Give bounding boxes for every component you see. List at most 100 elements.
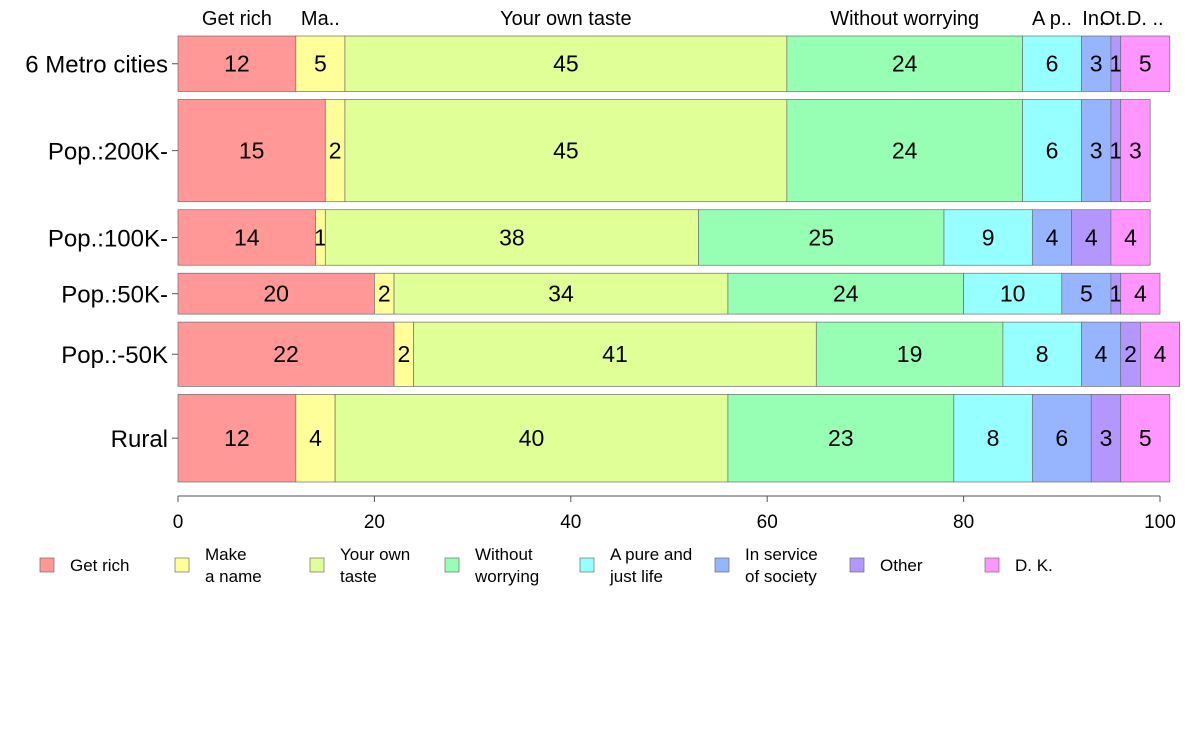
category-label: Rural bbox=[111, 426, 168, 453]
data-label: 6 bbox=[1055, 425, 1068, 451]
x-tick-label: 100 bbox=[1144, 512, 1176, 533]
data-label: 12 bbox=[224, 425, 250, 451]
data-label: 10 bbox=[1000, 281, 1026, 307]
bar-segment bbox=[1022, 35, 1082, 92]
bar-segment bbox=[1002, 321, 1082, 387]
data-label: 4 bbox=[1095, 341, 1108, 367]
legend-swatch bbox=[174, 557, 190, 573]
data-label: 20 bbox=[263, 281, 289, 307]
category-label: Pop.:-50K bbox=[61, 342, 168, 369]
data-label: 4 bbox=[309, 425, 322, 451]
bar-segment bbox=[963, 272, 1063, 315]
data-label: 45 bbox=[553, 138, 579, 164]
data-label: 5 bbox=[1139, 51, 1152, 77]
data-label: 3 bbox=[1100, 425, 1113, 451]
legend-label: D. K. bbox=[1015, 556, 1053, 575]
bar-segment bbox=[295, 35, 346, 92]
legend-swatch bbox=[309, 557, 325, 573]
data-label: 2 bbox=[1124, 341, 1137, 367]
series-top-label: Your own taste bbox=[500, 8, 632, 30]
x-tick-label: 20 bbox=[364, 512, 385, 533]
bar-segment bbox=[1120, 272, 1161, 315]
legend-label: a name bbox=[205, 567, 262, 586]
legend-label: Get rich bbox=[70, 556, 130, 575]
bar-segment bbox=[1031, 209, 1072, 266]
data-label: 23 bbox=[828, 425, 854, 451]
data-label: 3 bbox=[1090, 138, 1103, 164]
data-label: 9 bbox=[982, 224, 995, 250]
data-label: 2 bbox=[397, 341, 410, 367]
bar-segment bbox=[786, 35, 1023, 92]
bar-segment bbox=[727, 272, 964, 315]
bar-segment bbox=[393, 272, 729, 315]
data-label: 1 bbox=[1109, 51, 1122, 77]
data-label: 5 bbox=[314, 51, 327, 77]
bar-segment bbox=[1081, 321, 1122, 387]
bar-segment bbox=[815, 321, 1004, 387]
data-label: 3 bbox=[1090, 51, 1103, 77]
bar-segment bbox=[1110, 209, 1151, 266]
legend-label: Other bbox=[880, 556, 923, 575]
data-label: 4 bbox=[1154, 341, 1167, 367]
data-label: 1 bbox=[1109, 138, 1122, 164]
legend-label: In service bbox=[745, 545, 818, 564]
bar-segment bbox=[334, 394, 729, 483]
legend-label: Your own bbox=[340, 545, 410, 564]
data-label: 15 bbox=[239, 138, 265, 164]
legend-swatch bbox=[714, 557, 730, 573]
data-label: 4 bbox=[1046, 224, 1059, 250]
data-label: 14 bbox=[234, 224, 260, 250]
data-label: 24 bbox=[892, 51, 918, 77]
bar-segment bbox=[698, 209, 945, 266]
data-label: 4 bbox=[1134, 281, 1147, 307]
data-label: 41 bbox=[602, 341, 628, 367]
series-top-label: In.. bbox=[1082, 8, 1110, 30]
bar-segment bbox=[1140, 321, 1180, 387]
data-label: 24 bbox=[833, 281, 859, 307]
data-label: 22 bbox=[273, 341, 299, 367]
legend-label: worrying bbox=[474, 567, 539, 586]
bar-segment bbox=[1071, 209, 1112, 266]
bar-segment bbox=[1120, 394, 1171, 483]
bar-segment bbox=[413, 321, 817, 387]
bar-segment bbox=[727, 394, 955, 483]
bar-segment bbox=[344, 99, 788, 203]
data-label: 45 bbox=[553, 51, 579, 77]
legend-label: Make bbox=[205, 545, 247, 564]
bar-segment bbox=[177, 99, 326, 203]
category-label: Pop.:100K- bbox=[48, 225, 168, 252]
x-tick-label: 60 bbox=[757, 512, 778, 533]
data-label: 2 bbox=[378, 281, 391, 307]
bar-segment bbox=[177, 35, 297, 92]
data-label: 19 bbox=[897, 341, 923, 367]
legend-swatch bbox=[984, 557, 1000, 573]
data-label: 12 bbox=[224, 51, 250, 77]
data-label: 8 bbox=[1036, 341, 1049, 367]
bar-segment bbox=[1022, 99, 1082, 203]
legend-swatch bbox=[849, 557, 865, 573]
data-label: 6 bbox=[1046, 138, 1059, 164]
series-top-label: Ma.. bbox=[301, 8, 340, 30]
bar-segment bbox=[1081, 35, 1112, 92]
bar-segment bbox=[324, 209, 699, 266]
legend-label: A pure and bbox=[610, 545, 692, 564]
bar-segment bbox=[953, 394, 1033, 483]
bar-segment bbox=[943, 209, 1033, 266]
category-label: Pop.:50K- bbox=[61, 282, 168, 309]
data-label: 2 bbox=[329, 138, 342, 164]
data-label: 8 bbox=[987, 425, 1000, 451]
legend-swatch bbox=[579, 557, 595, 573]
bar-segment bbox=[1081, 99, 1112, 203]
series-top-label: Without worrying bbox=[830, 8, 979, 30]
data-label: 34 bbox=[548, 281, 574, 307]
bar-segment bbox=[1061, 272, 1112, 315]
data-label: 1 bbox=[1109, 281, 1122, 307]
legend-swatch bbox=[444, 557, 460, 573]
data-label: 3 bbox=[1129, 138, 1142, 164]
category-label: Pop.:200K- bbox=[48, 139, 168, 166]
data-label: 4 bbox=[1124, 224, 1137, 250]
bar-segment bbox=[1120, 35, 1171, 92]
data-label: 5 bbox=[1139, 425, 1152, 451]
